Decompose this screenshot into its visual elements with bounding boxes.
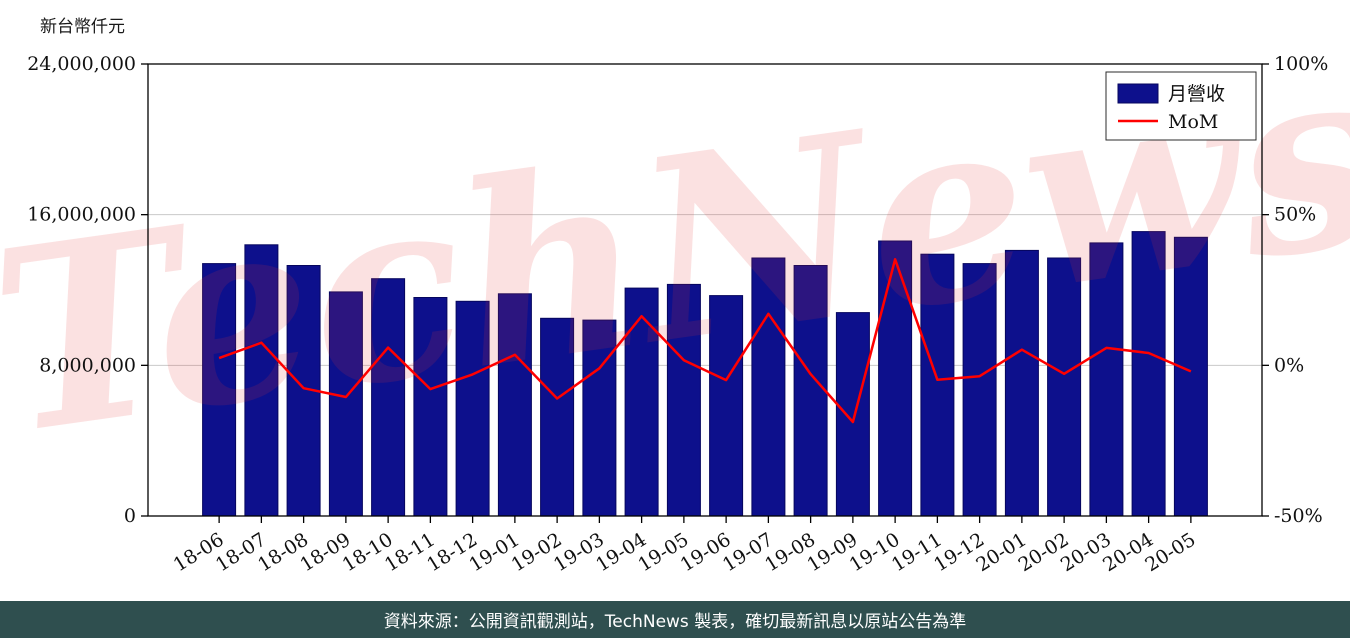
- left-tick-label: 24,000,000: [27, 53, 136, 75]
- revenue-bar: [202, 263, 237, 517]
- revenue-bar: [1004, 249, 1039, 517]
- revenue-bar: [666, 283, 701, 517]
- legend-box: [1105, 71, 1257, 141]
- revenue-bar: [244, 244, 279, 517]
- monthly-revenue-mom-chart: TechNews08,000,00016,000,00024,000,000-5…: [0, 5, 1350, 577]
- revenue-bar: [1047, 257, 1082, 517]
- right-tick-label: -50%: [1274, 505, 1323, 527]
- right-tick-label: 100%: [1274, 53, 1328, 75]
- revenue-bar: [709, 295, 744, 517]
- revenue-bar: [1089, 242, 1124, 517]
- source-footer-text: 資料來源：公開資訊觀測站，TechNews 製表，確切最新訊息以原站公告為準: [383, 612, 967, 632]
- revenue-bar: [455, 300, 490, 517]
- legend-label-mom: MoM: [1168, 111, 1218, 133]
- mom-line: [218, 258, 1192, 424]
- revenue-bar: [328, 291, 363, 517]
- left-tick-label: 8,000,000: [39, 354, 136, 376]
- revenue-bar: [1131, 231, 1166, 517]
- revenue-bar: [793, 265, 828, 517]
- legend-label-revenue: 月營收: [1168, 83, 1225, 105]
- right-tick-label: 0%: [1274, 354, 1304, 376]
- y-axis-unit-label: 新台幣仟元: [40, 17, 125, 37]
- right-tick-label: 50%: [1274, 204, 1316, 226]
- left-tick-label: 16,000,000: [27, 204, 136, 226]
- revenue-bar: [920, 253, 955, 517]
- left-tick-label: 0: [124, 505, 136, 527]
- revenue-bar: [835, 312, 870, 517]
- legend-bar-swatch: [1117, 83, 1159, 104]
- revenue-bar: [1173, 236, 1208, 517]
- revenue-bar: [413, 297, 448, 517]
- revenue-bar: [878, 240, 913, 517]
- revenue-bar: [751, 257, 786, 517]
- x-tick-label: 20-05: [1141, 529, 1199, 577]
- revenue-bar: [371, 278, 406, 517]
- source-footer: 資料來源：公開資訊觀測站，TechNews 製表，確切最新訊息以原站公告為準: [0, 601, 1350, 638]
- plot-frame: [147, 63, 1263, 517]
